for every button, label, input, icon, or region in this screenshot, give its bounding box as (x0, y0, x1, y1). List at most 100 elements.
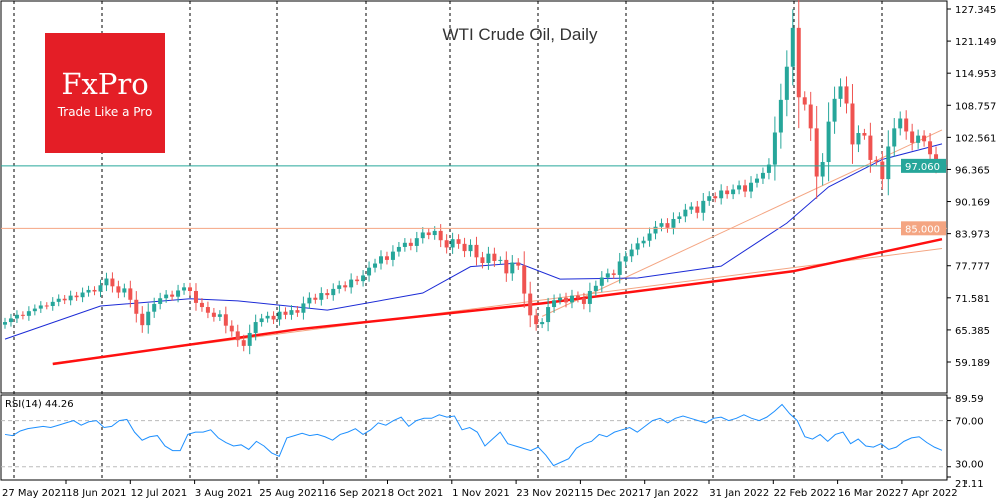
bull-candle (158, 298, 163, 304)
bull-candle (80, 292, 85, 298)
bull-candle (677, 216, 682, 219)
rsi-tick-label: 21.11 (955, 479, 984, 490)
bear-candle (808, 104, 813, 129)
bear-candle (235, 331, 240, 341)
bull-candle (349, 279, 354, 288)
bear-candle (44, 305, 49, 307)
bull-candle (820, 162, 825, 177)
bull-candle (247, 332, 252, 346)
bull-candle (8, 318, 13, 323)
x-tick-label: 23 Nov 2021 (516, 488, 580, 499)
x-tick-label: 22 Feb 2022 (774, 488, 836, 499)
chart-title: WTI Crude Oil, Daily (443, 25, 598, 44)
x-tick-label: 3 Aug 2021 (195, 488, 253, 499)
bull-candle (653, 226, 658, 234)
bull-candle (623, 256, 628, 262)
bull-candle (766, 164, 771, 173)
bear-candle (110, 278, 115, 287)
bull-candle (253, 322, 258, 333)
bull-candle (486, 253, 491, 264)
bull-candle (760, 172, 765, 179)
bull-candle (749, 182, 754, 192)
rsi-line (4, 403, 943, 467)
bear-candle (205, 307, 210, 313)
bear-candle (313, 297, 318, 300)
bear-candle (271, 315, 276, 320)
bear-candle (564, 297, 569, 303)
bear-candle (492, 253, 497, 261)
x-tick-label: 7 Apr 2022 (902, 488, 957, 499)
bull-candle (38, 305, 43, 309)
bear-candle (611, 273, 616, 275)
fxpro-logo: FxPro Trade Like a Pro (45, 33, 165, 153)
level-badge (901, 221, 946, 236)
bull-candle (826, 121, 831, 163)
x-tick-label: 7 Jan 2022 (645, 488, 699, 499)
bear-candle (695, 206, 700, 213)
bear-candle (62, 298, 67, 301)
bull-candle (731, 189, 736, 195)
bull-candle (701, 200, 706, 213)
bull-candle (683, 209, 688, 217)
bear-candle (92, 289, 97, 292)
bull-candle (737, 185, 742, 190)
y-tick-label: 65.385 (955, 326, 990, 337)
bull-candle (898, 118, 903, 129)
bear-candle (528, 293, 533, 316)
bear-candle (534, 315, 539, 325)
bull-candle (277, 311, 282, 320)
bull-candle (617, 261, 622, 275)
bull-candle (569, 295, 574, 303)
bear-candle (922, 135, 927, 142)
bear-candle (211, 312, 216, 317)
bull-candle (26, 311, 31, 316)
bear-candle (438, 230, 443, 241)
y-tick-label: 127.345 (955, 5, 996, 16)
bull-candle (784, 66, 789, 100)
bull-candle (146, 311, 151, 326)
bull-candle (599, 277, 604, 286)
y-tick-label: 83.973 (955, 230, 990, 241)
bull-candle (68, 295, 73, 301)
bear-candle (504, 259, 509, 274)
bull-candle (635, 243, 640, 250)
rsi-tick-label: 89.59 (955, 394, 984, 405)
x-tick-label: 31 Jan 2022 (709, 488, 769, 499)
bear-candle (665, 223, 670, 228)
bull-candle (468, 244, 473, 252)
x-tick-label: 12 Jul 2021 (131, 488, 188, 499)
level-badge-label: 97.060 (905, 162, 940, 173)
bull-candle (916, 135, 921, 143)
y-tick-label: 102.561 (955, 133, 996, 144)
bear-candle (116, 286, 121, 293)
y-tick-label: 59.189 (955, 358, 990, 369)
bear-candle (408, 242, 413, 246)
level-badge (901, 158, 946, 173)
bull-candle (182, 287, 187, 291)
bear-candle (74, 295, 79, 298)
bear-candle (462, 243, 467, 252)
bull-candle (546, 307, 551, 323)
bear-candle (575, 295, 580, 299)
logo-brand: FxPro (61, 67, 149, 101)
bull-candle (498, 259, 503, 261)
bull-candle (98, 285, 103, 292)
bull-candle (671, 218, 676, 228)
y-tick-label: 77.777 (955, 262, 990, 273)
bear-candle (283, 311, 288, 315)
bear-candle (868, 135, 873, 160)
bull-candle (32, 308, 37, 312)
x-tick-label: 16 Mar 2022 (838, 488, 901, 499)
bear-candle (880, 161, 885, 180)
bull-candle (217, 314, 222, 317)
bull-candle (265, 315, 270, 319)
y-tick-label: 71.581 (955, 294, 990, 305)
bull-candle (587, 290, 592, 304)
bull-candle (337, 285, 342, 289)
bear-candle (796, 27, 801, 98)
bear-candle (725, 190, 730, 195)
bull-candle (450, 239, 455, 248)
bear-candle (223, 314, 228, 326)
bull-candle (707, 196, 712, 201)
